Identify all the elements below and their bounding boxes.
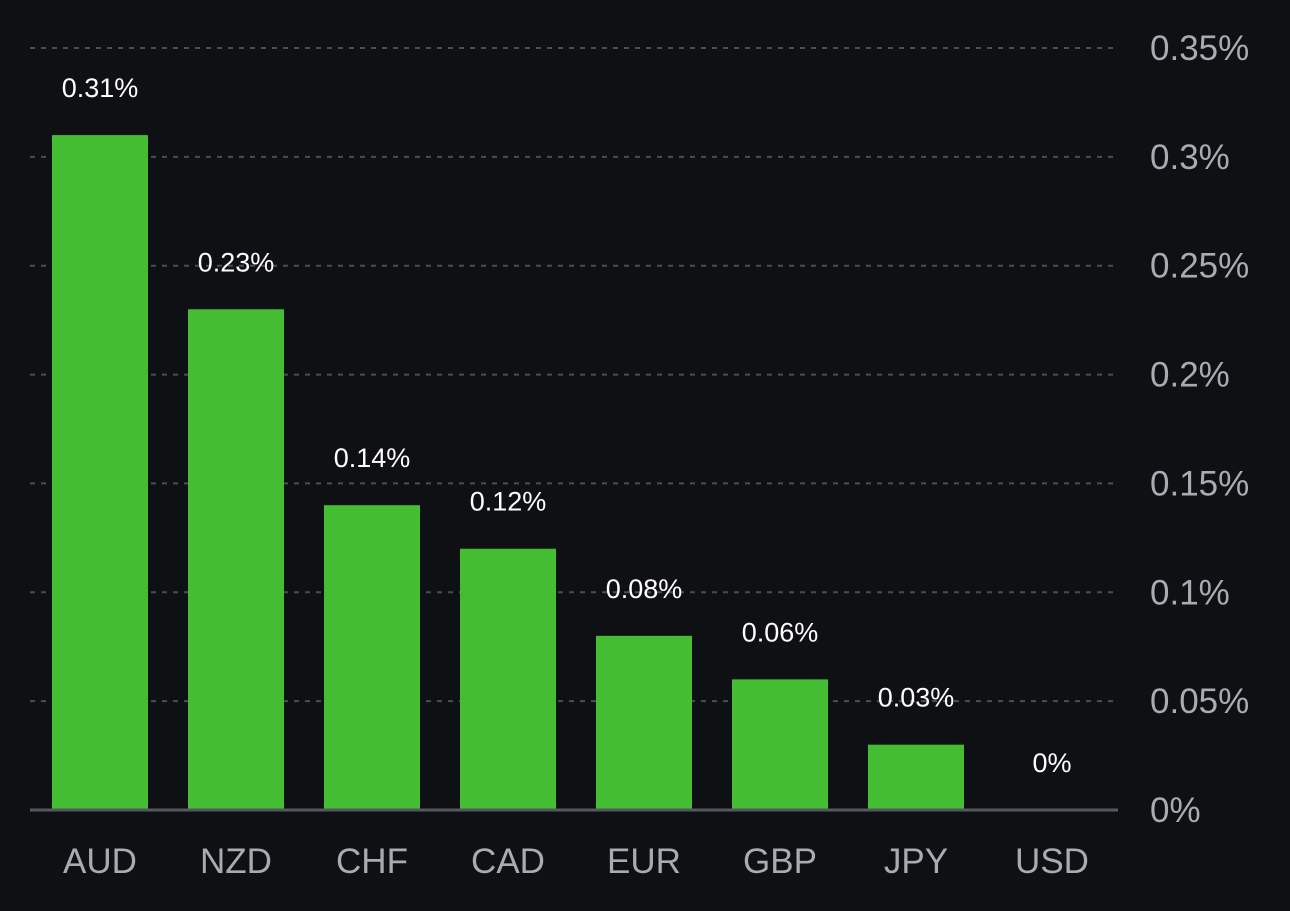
bar-cad xyxy=(460,548,556,810)
y-axis: 0% 0.05% 0.1% 0.15% 0.2% 0.25% 0.3% 0.35% xyxy=(1150,29,1249,830)
data-label-usd: 0% xyxy=(1032,748,1071,778)
bar-chf xyxy=(324,505,420,810)
y-tick-label: 0.05% xyxy=(1150,682,1249,721)
y-tick-label: 0.2% xyxy=(1150,356,1230,395)
x-tick-label-usd: USD xyxy=(1015,842,1089,881)
y-tick-label: 0% xyxy=(1150,791,1201,830)
y-tick-label: 0.3% xyxy=(1150,138,1230,177)
x-tick-label-jpy: JPY xyxy=(884,842,948,881)
data-label-aud: 0.31% xyxy=(62,73,139,103)
y-tick-label: 0.15% xyxy=(1150,464,1249,503)
data-labels: 0.31% 0.23% 0.14% 0.12% 0.08% 0.06% 0.03% 0% xyxy=(62,73,1072,778)
data-label-gbp: 0.06% xyxy=(742,617,819,647)
x-tick-label-aud: AUD xyxy=(63,842,137,881)
x-tick-label-eur: EUR xyxy=(607,842,681,881)
x-axis: AUD NZD CHF CAD EUR GBP JPY USD xyxy=(63,842,1089,881)
y-tick-label: 0.25% xyxy=(1150,247,1249,286)
bars xyxy=(52,135,964,811)
data-label-cad: 0.12% xyxy=(470,487,547,517)
x-tick-label-cad: CAD xyxy=(471,842,545,881)
gridlines xyxy=(30,47,1118,703)
data-label-chf: 0.14% xyxy=(334,443,411,473)
bar-nzd xyxy=(188,309,284,810)
y-tick-label: 0.1% xyxy=(1150,573,1230,612)
x-tick-label-nzd: NZD xyxy=(200,842,272,881)
x-tick-label-chf: CHF xyxy=(336,842,408,881)
bar-gbp xyxy=(732,679,828,810)
bar-aud xyxy=(52,135,148,811)
bar-eur xyxy=(596,635,692,810)
y-tick-label: 0.35% xyxy=(1150,29,1249,68)
data-label-jpy: 0.03% xyxy=(878,683,955,713)
x-tick-label-gbp: GBP xyxy=(743,842,817,881)
data-label-eur: 0.08% xyxy=(606,574,683,604)
bar-jpy xyxy=(868,744,964,810)
data-label-nzd: 0.23% xyxy=(198,247,275,277)
